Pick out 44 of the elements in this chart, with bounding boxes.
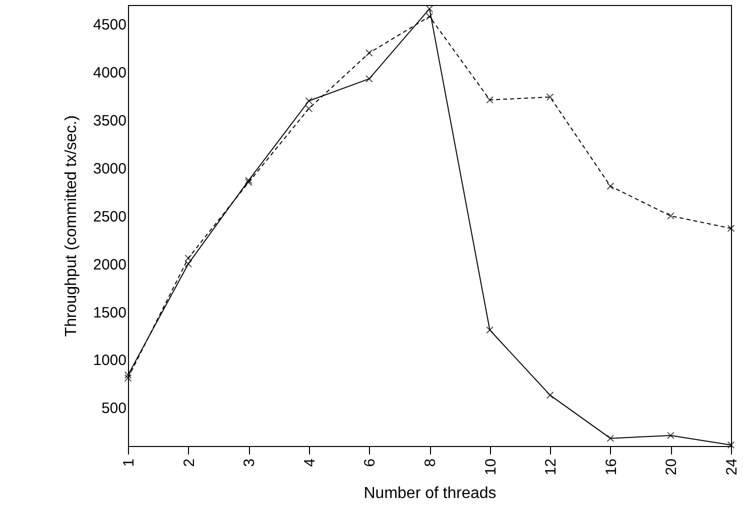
point (426, 12, 434, 20)
point (667, 432, 674, 440)
point (366, 75, 373, 82)
point (546, 93, 554, 101)
point (124, 374, 132, 382)
point (124, 371, 132, 379)
x-tick-label: 24 (724, 458, 740, 476)
y-tick-label: 2500 (93, 208, 126, 226)
point (546, 392, 554, 399)
point (606, 434, 614, 442)
x-tick-label: 16 (602, 458, 620, 476)
point (244, 176, 252, 184)
point (606, 182, 614, 190)
x-tick-label: 6 (362, 458, 379, 467)
point (486, 96, 494, 104)
y-tick-label: 2000 (93, 256, 126, 274)
point (184, 260, 192, 268)
point (244, 178, 252, 186)
point (486, 326, 494, 334)
y-axis-title: Throughput (committed tx/sec.) (63, 115, 80, 337)
y-tick-label: 1000 (93, 352, 126, 370)
x-tick-label: 10 (482, 458, 500, 476)
x-tick-label: 12 (542, 458, 560, 476)
point (366, 49, 373, 57)
y-tick-label: 4000 (93, 64, 126, 82)
x-tick-label: 20 (663, 458, 680, 476)
y-tick-label: 3500 (93, 112, 126, 130)
point (305, 97, 313, 105)
y-tick-label: 4500 (93, 16, 126, 34)
point (667, 212, 674, 220)
x-tick-label: 8 (422, 458, 439, 467)
x-axis-title: Number of threads (364, 485, 496, 502)
x-tick-label: 1 (120, 458, 138, 467)
point (184, 254, 192, 262)
point (727, 224, 735, 232)
y-tick-label: 3000 (93, 160, 126, 178)
point (426, 5, 434, 12)
x-tick-label: 3 (241, 458, 258, 467)
x-tick-label: 2 (180, 458, 198, 467)
y-tick-label: 1500 (93, 304, 126, 322)
point (305, 104, 313, 112)
x-tick-label: 4 (301, 458, 318, 467)
point (727, 441, 735, 449)
y-tick-label: 500 (101, 400, 126, 418)
